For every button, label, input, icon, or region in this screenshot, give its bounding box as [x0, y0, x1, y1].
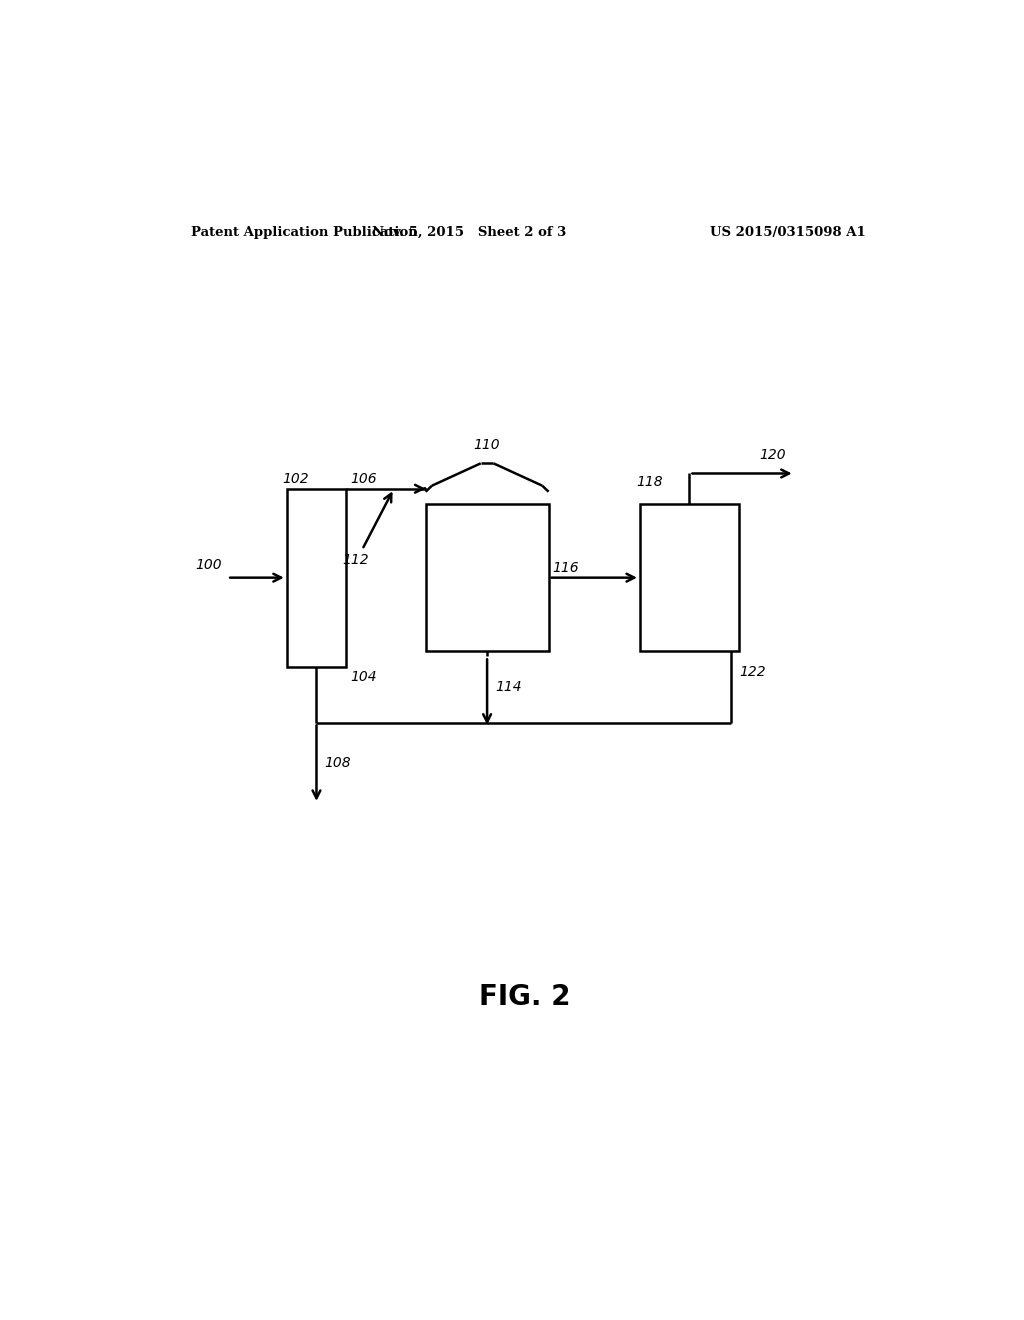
Text: 102: 102	[283, 471, 309, 486]
Text: 120: 120	[759, 449, 785, 462]
Text: 108: 108	[325, 756, 351, 770]
Text: 118: 118	[636, 475, 663, 488]
Text: FIG. 2: FIG. 2	[479, 983, 570, 1011]
Bar	[287, 488, 346, 667]
Text: 100: 100	[196, 558, 222, 573]
Text: Patent Application Publication: Patent Application Publication	[191, 226, 418, 239]
Text: 112: 112	[342, 553, 369, 566]
Text: 122: 122	[739, 665, 766, 678]
Bar	[426, 504, 549, 651]
Bar	[640, 504, 739, 651]
Text: 114: 114	[495, 680, 521, 694]
Text: 116: 116	[553, 561, 580, 574]
Text: 106: 106	[350, 471, 377, 486]
Text: US 2015/0315098 A1: US 2015/0315098 A1	[711, 226, 866, 239]
Text: Nov. 5, 2015   Sheet 2 of 3: Nov. 5, 2015 Sheet 2 of 3	[372, 226, 566, 239]
Text: 104: 104	[350, 669, 377, 684]
Text: 110: 110	[474, 438, 501, 451]
